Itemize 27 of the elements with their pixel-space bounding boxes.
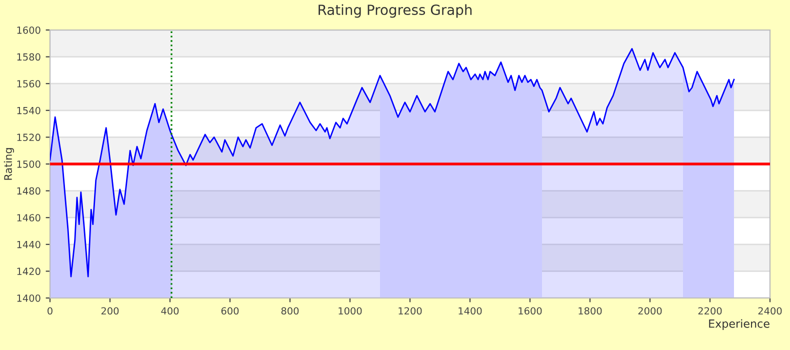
y-tick-label: 1400 (17, 294, 40, 302)
x-tick-label: 1400 (458, 307, 482, 315)
x-tick-label: 800 (281, 307, 299, 315)
x-tick-label: 2200 (698, 307, 722, 315)
y-tick-label: 1560 (17, 80, 40, 88)
y-tick-label: 1440 (17, 240, 40, 248)
y-tick-label: 1540 (17, 106, 40, 114)
x-tick-label: 0 (48, 307, 52, 315)
x-tick-label: 1200 (398, 307, 422, 315)
x-tick-label: 600 (221, 307, 239, 315)
x-tick-label: 2000 (638, 307, 662, 315)
y-tick-label: 1460 (17, 214, 40, 222)
y-tick-label: 1420 (17, 268, 40, 276)
y-axis-title: Rating (4, 148, 14, 180)
y-tick-label: 1600 (17, 26, 40, 34)
y-tick-label: 1520 (17, 134, 40, 142)
x-tick-label: 2400 (758, 307, 782, 315)
chart-title: Rating Progress Graph (318, 4, 472, 18)
x-tick-label: 1800 (578, 307, 602, 315)
x-tick-label: 1600 (518, 307, 542, 315)
y-tick-label: 1580 (17, 53, 40, 61)
x-tick-label: 1000 (338, 307, 362, 315)
x-tick-label: 200 (101, 307, 119, 315)
x-tick-label: 400 (161, 307, 179, 315)
y-tick-label: 1480 (17, 187, 40, 195)
y-tick-label: 1500 (17, 160, 40, 168)
x-axis-title: Experience (709, 319, 770, 330)
